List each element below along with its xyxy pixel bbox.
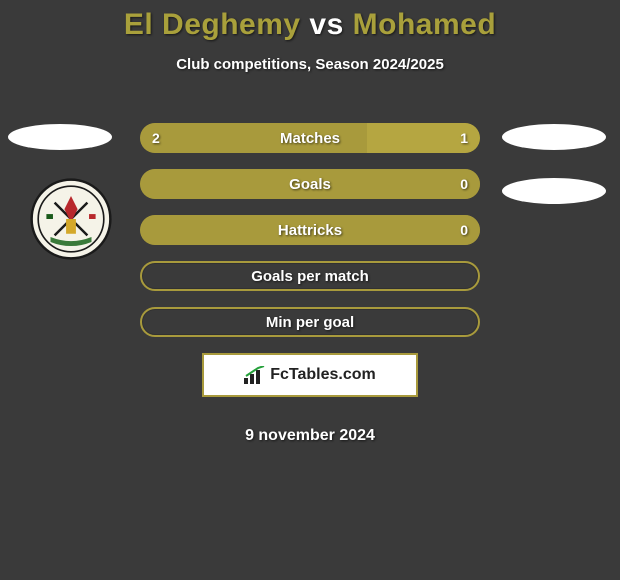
bar-fill-right	[367, 123, 480, 153]
stat-bar-matches: Matches21	[140, 123, 480, 153]
stat-label: Min per goal	[142, 314, 478, 331]
stat-bar-hattricks: Hattricks0	[140, 215, 480, 245]
stat-bar-min-per-goal: Min per goal	[140, 307, 480, 337]
vs-label: vs	[309, 8, 343, 41]
player1-name: El Deghemy	[124, 8, 301, 41]
bars-icon	[244, 366, 266, 384]
player2-club-placeholder	[502, 178, 606, 204]
comparison-widget: El Deghemy vs Mohamed Club competitions,…	[0, 0, 620, 73]
bar-fill-left	[140, 169, 480, 199]
stat-bar-goals-per-match: Goals per match	[140, 261, 480, 291]
player1-avatar-placeholder	[8, 124, 112, 150]
brand-box: FcTables.com	[202, 353, 418, 397]
player1-club-badge	[30, 178, 112, 260]
brand-text: FcTables.com	[270, 366, 376, 384]
fctables-logo: FcTables.com	[244, 366, 376, 384]
stat-label: Goals per match	[142, 268, 478, 285]
page-title: El Deghemy vs Mohamed	[0, 8, 620, 42]
player2-avatar-placeholder	[502, 124, 606, 150]
subtitle: Club competitions, Season 2024/2025	[0, 56, 620, 73]
bar-fill-left	[140, 215, 480, 245]
stat-bar-goals: Goals0	[140, 169, 480, 199]
date-label: 9 november 2024	[0, 427, 620, 445]
player2-name: Mohamed	[353, 8, 497, 41]
bar-fill-left	[140, 123, 367, 153]
